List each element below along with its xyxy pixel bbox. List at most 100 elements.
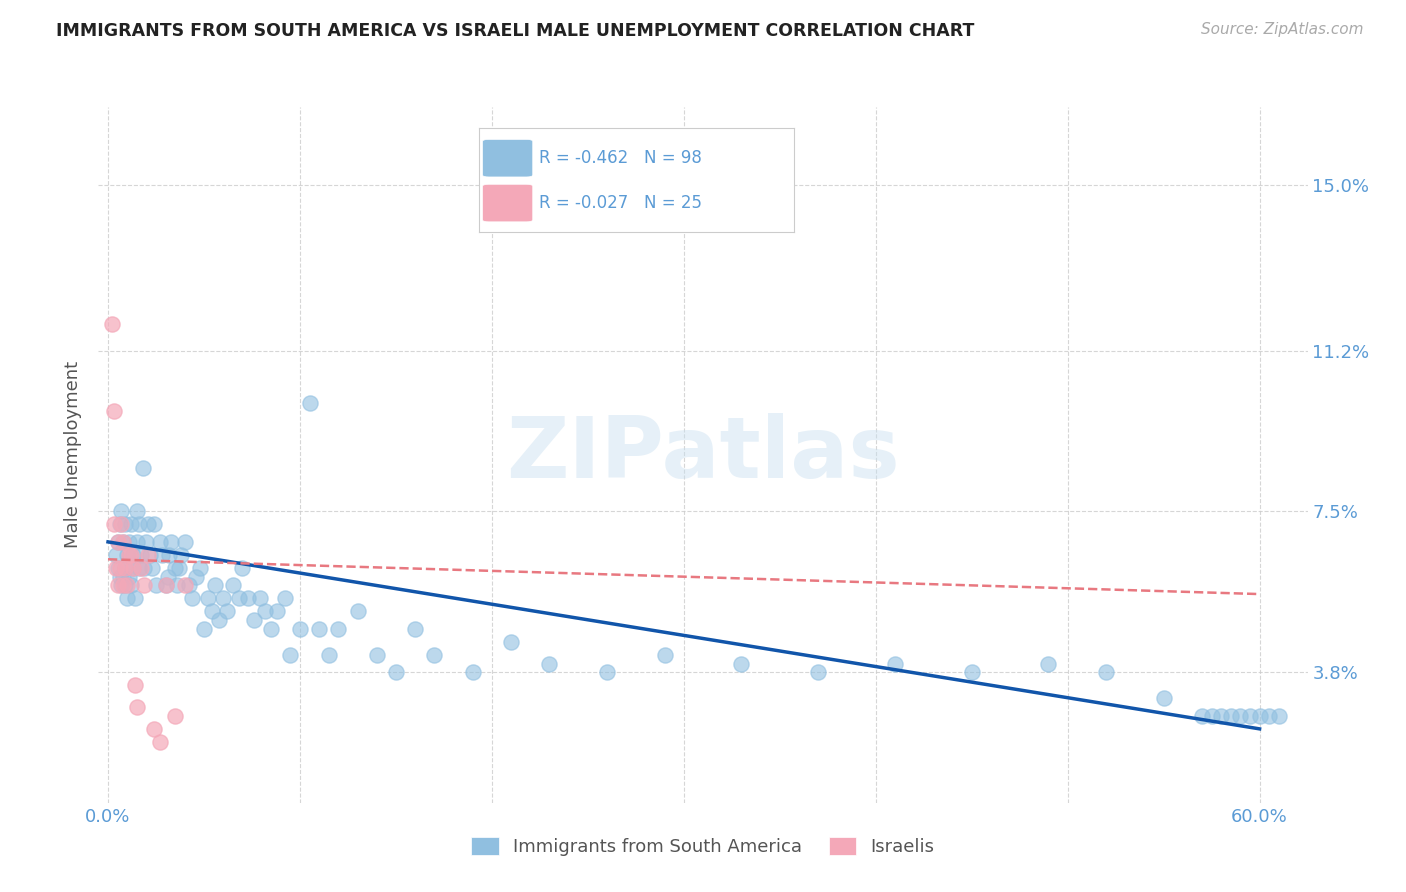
Point: [155, 578, 177, 592]
Point: [385, 665, 408, 680]
Point: [280, 648, 302, 662]
Point: [204, 578, 226, 592]
Point: [197, 591, 219, 606]
Point: [177, 578, 200, 592]
Point: [125, 700, 148, 714]
Point: [273, 591, 295, 606]
Point: [173, 578, 195, 592]
Point: [114, 578, 136, 592]
Point: [193, 622, 215, 636]
Point: [107, 578, 129, 592]
Point: [114, 561, 136, 575]
Point: [135, 534, 157, 549]
Point: [128, 517, 150, 532]
Point: [108, 561, 131, 575]
Point: [249, 591, 271, 606]
Point: [134, 578, 156, 592]
Point: [103, 517, 125, 532]
Point: [104, 548, 127, 562]
Point: [222, 578, 245, 592]
Point: [243, 613, 266, 627]
Point: [254, 605, 277, 619]
Point: [139, 548, 162, 562]
Point: [107, 561, 129, 575]
Point: [1229, 708, 1251, 723]
Point: [143, 722, 166, 736]
Point: [1249, 708, 1271, 723]
Point: [124, 678, 146, 692]
Point: [118, 534, 141, 549]
Point: [884, 657, 907, 671]
Point: [143, 517, 166, 532]
Point: [114, 517, 136, 532]
Point: [101, 318, 124, 332]
Point: [1219, 708, 1241, 723]
Point: [108, 517, 131, 532]
Point: [112, 578, 135, 592]
Text: IMMIGRANTS FROM SOUTH AMERICA VS ISRAELI MALE UNEMPLOYMENT CORRELATION CHART: IMMIGRANTS FROM SOUTH AMERICA VS ISRAELI…: [56, 22, 974, 40]
Point: [1191, 708, 1213, 723]
Point: [115, 578, 138, 592]
Point: [103, 404, 125, 418]
Point: [118, 570, 141, 584]
Point: [1211, 708, 1233, 723]
Point: [404, 622, 426, 636]
Point: [596, 665, 619, 680]
Point: [1153, 691, 1175, 706]
Point: [231, 561, 253, 575]
Point: [124, 591, 146, 606]
Point: [159, 548, 181, 562]
Point: [423, 648, 446, 662]
Point: [134, 561, 156, 575]
Point: [461, 665, 484, 680]
Point: [112, 570, 135, 584]
Point: [122, 548, 145, 562]
Point: [181, 591, 204, 606]
Point: [165, 561, 187, 575]
Point: [236, 591, 259, 606]
Point: [188, 561, 211, 575]
Point: [318, 648, 340, 662]
Point: [120, 578, 142, 592]
Point: [110, 517, 132, 532]
Point: [115, 548, 138, 562]
Point: [960, 665, 983, 680]
Point: [1095, 665, 1118, 680]
Point: [107, 534, 129, 549]
Point: [125, 504, 148, 518]
Text: Source: ZipAtlas.com: Source: ZipAtlas.com: [1201, 22, 1364, 37]
Text: ZIPatlas: ZIPatlas: [506, 413, 900, 497]
Point: [122, 561, 145, 575]
Point: [208, 613, 231, 627]
Point: [150, 548, 173, 562]
Point: [165, 708, 187, 723]
Point: [129, 561, 152, 575]
Point: [136, 517, 159, 532]
Point: [730, 657, 752, 671]
Point: [366, 648, 388, 662]
Point: [112, 534, 135, 549]
Point: [201, 605, 224, 619]
Point: [112, 534, 135, 549]
Point: [108, 570, 131, 584]
Point: [122, 561, 145, 575]
Point: [114, 561, 136, 575]
Point: [120, 517, 142, 532]
Point: [328, 622, 350, 636]
Point: [1038, 657, 1060, 671]
Legend: Immigrants from South America, Israelis: Immigrants from South America, Israelis: [464, 830, 942, 863]
Point: [155, 578, 177, 592]
Point: [186, 570, 208, 584]
Point: [115, 591, 138, 606]
Point: [1239, 708, 1261, 723]
Point: [145, 578, 167, 592]
Point: [141, 561, 163, 575]
Point: [499, 635, 522, 649]
Point: [170, 548, 193, 562]
Point: [173, 534, 195, 549]
Point: [136, 548, 159, 562]
Point: [110, 578, 132, 592]
Y-axis label: Male Unemployment: Male Unemployment: [65, 361, 83, 549]
Point: [167, 561, 190, 575]
Point: [118, 548, 141, 562]
